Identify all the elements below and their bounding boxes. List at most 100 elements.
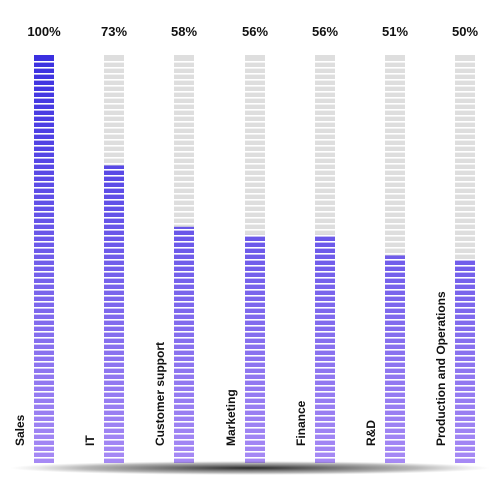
bar-segment-gap bbox=[385, 85, 405, 87]
bar-segment-gap bbox=[315, 415, 335, 417]
bar-segment-gap bbox=[34, 109, 54, 111]
bar-segment-gap bbox=[245, 163, 265, 165]
bar-segment-gap bbox=[385, 97, 405, 99]
bar-segment-gap bbox=[455, 331, 475, 333]
bar-segment-gap bbox=[34, 193, 54, 195]
bar-segment-gap bbox=[385, 379, 405, 381]
bar-segment-gap bbox=[385, 319, 405, 321]
category-label: Sales bbox=[13, 414, 27, 446]
bar-segment-gap bbox=[245, 241, 265, 243]
bar-segment-gap bbox=[385, 67, 405, 69]
bar-segment-gap bbox=[104, 145, 124, 147]
bar-segment-gap bbox=[385, 61, 405, 63]
bar-segment-gap bbox=[174, 439, 194, 441]
bar-segment-gap bbox=[174, 319, 194, 321]
bar-segment-gap bbox=[455, 91, 475, 93]
bar-segment-gap bbox=[315, 211, 335, 213]
bar-segment-gap bbox=[245, 97, 265, 99]
bar-segment-gap bbox=[455, 439, 475, 441]
value-label: 56% bbox=[312, 24, 338, 39]
bar-segment-gap bbox=[34, 319, 54, 321]
baseline-shadow bbox=[10, 461, 490, 475]
bar-segment-gap bbox=[34, 73, 54, 75]
bar-segment-gap bbox=[104, 241, 124, 243]
bar-segment-gap bbox=[455, 223, 475, 225]
bar-segment-gap bbox=[104, 115, 124, 117]
bar-segment-gap bbox=[315, 151, 335, 153]
bar-segment-gap bbox=[455, 379, 475, 381]
bar-segment-gap bbox=[385, 91, 405, 93]
bar-segment-gap bbox=[385, 289, 405, 291]
bar-segment-gap bbox=[104, 205, 124, 207]
bar-segment-gap bbox=[104, 109, 124, 111]
bar-segment-gap bbox=[315, 163, 335, 165]
bar-segment-gap bbox=[245, 421, 265, 423]
bar-segment-gap bbox=[315, 373, 335, 375]
bar-segment-gap bbox=[34, 457, 54, 459]
bar-segment-gap bbox=[245, 211, 265, 213]
bar-segment-gap bbox=[34, 181, 54, 183]
bar-segment-gap bbox=[34, 361, 54, 363]
bar-segment-gap bbox=[245, 187, 265, 189]
bar-segment-gap bbox=[34, 169, 54, 171]
bar-segment-gap bbox=[455, 259, 475, 261]
bar-segment-gap bbox=[385, 427, 405, 429]
bar-segment-gap bbox=[315, 271, 335, 273]
bar-segment-gap bbox=[385, 367, 405, 369]
bar-segment-gap bbox=[174, 337, 194, 339]
bar-segment-gap bbox=[174, 127, 194, 129]
bar-segment-gap bbox=[455, 367, 475, 369]
bar-segment-gap bbox=[385, 415, 405, 417]
bar-segment-gap bbox=[174, 85, 194, 87]
bar-segment-gap bbox=[174, 295, 194, 297]
bar-segment-gap bbox=[245, 271, 265, 273]
bar-segment-gap bbox=[245, 169, 265, 171]
bar-segment-gap bbox=[34, 217, 54, 219]
bar-segment-gap bbox=[385, 163, 405, 165]
bar-segment-gap bbox=[455, 211, 475, 213]
bar-segment-gap bbox=[315, 253, 335, 255]
bar-segment-gap bbox=[385, 283, 405, 285]
bar-segment-gap bbox=[315, 79, 335, 81]
bar-segment-gap bbox=[104, 427, 124, 429]
bar-segment-gap bbox=[385, 187, 405, 189]
bar-segment-gap bbox=[104, 151, 124, 153]
bar-segment-gap bbox=[385, 391, 405, 393]
bar-segment-gap bbox=[174, 259, 194, 261]
bar-segment-gap bbox=[455, 151, 475, 153]
bar-segment-gap bbox=[34, 427, 54, 429]
bar-segment-gap bbox=[245, 217, 265, 219]
bar-segment-gap bbox=[245, 283, 265, 285]
bar-segment-gap bbox=[245, 115, 265, 117]
bar-segment-gap bbox=[34, 151, 54, 153]
bar-segment-gap bbox=[455, 229, 475, 231]
bar-segment-gap bbox=[385, 157, 405, 159]
bar-segment-gap bbox=[104, 313, 124, 315]
bar-segment-gap bbox=[34, 85, 54, 87]
bar-segment-gap bbox=[455, 265, 475, 267]
bar-segment-gap bbox=[315, 301, 335, 303]
bar-segment-gap bbox=[315, 283, 335, 285]
bar-segment-gap bbox=[245, 313, 265, 315]
bar-segment-gap bbox=[455, 205, 475, 207]
bar-segment-gap bbox=[315, 445, 335, 447]
bar-segment-gap bbox=[385, 223, 405, 225]
bar-segment-gap bbox=[385, 151, 405, 153]
bar-segment-gap bbox=[385, 109, 405, 111]
bar-segment-gap bbox=[385, 247, 405, 249]
bar-segment-gap bbox=[104, 391, 124, 393]
bar-segment-gap bbox=[174, 97, 194, 99]
bar-segment-gap bbox=[104, 271, 124, 273]
bar-segment-gap bbox=[385, 175, 405, 177]
bar-segment-gap bbox=[34, 235, 54, 237]
bar-segment-gap bbox=[455, 463, 475, 465]
bar-segment-gap bbox=[104, 385, 124, 387]
bar-segment-gap bbox=[455, 61, 475, 63]
bar-segment-gap bbox=[174, 61, 194, 63]
bar-segment-gap bbox=[315, 127, 335, 129]
bar-segment-gap bbox=[104, 295, 124, 297]
bar-segment-gap bbox=[174, 109, 194, 111]
bar-segment-gap bbox=[245, 397, 265, 399]
bar-segment-gap bbox=[245, 355, 265, 357]
bar-segment-gap bbox=[104, 265, 124, 267]
